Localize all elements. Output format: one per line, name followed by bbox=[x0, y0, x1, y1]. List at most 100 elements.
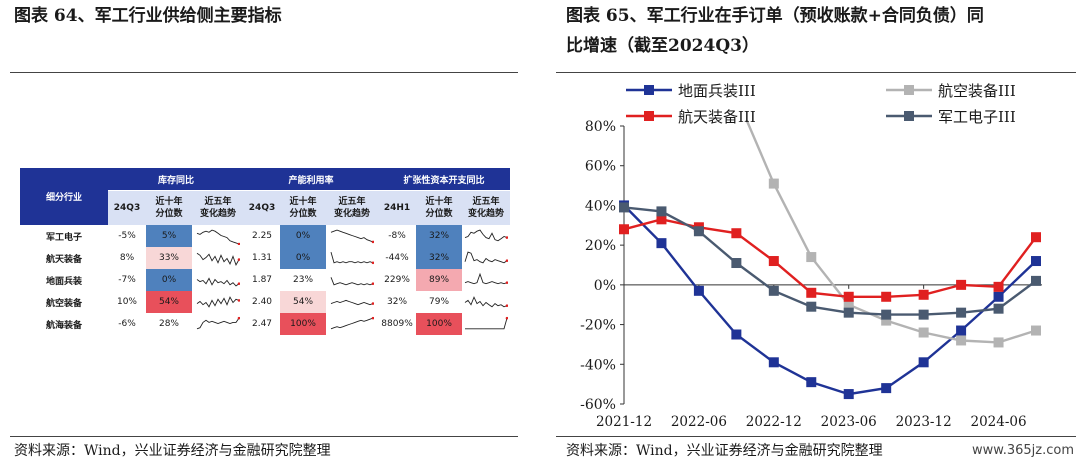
table-row: 地面兵装 -7% 0% 1.87 23% 229% 89% bbox=[20, 269, 510, 291]
sparkline-path bbox=[464, 229, 508, 242]
percentile-value: 79% bbox=[429, 297, 450, 307]
data-point-marker bbox=[956, 307, 967, 318]
percentile-value: 32% bbox=[416, 247, 463, 269]
data-point-marker bbox=[656, 238, 667, 249]
five-year-trend-sparkline bbox=[326, 247, 378, 269]
data-point-marker bbox=[843, 299, 854, 310]
data-point-marker bbox=[731, 258, 742, 269]
percentile-value: 5% bbox=[146, 225, 192, 247]
data-point-marker bbox=[768, 178, 779, 189]
sparkline bbox=[196, 277, 240, 287]
industry-name: 地面兵装 bbox=[45, 276, 82, 287]
data-point-marker bbox=[619, 224, 629, 235]
y-tick-label: 20% bbox=[585, 238, 616, 254]
sparkline bbox=[330, 299, 375, 306]
data-point-marker bbox=[881, 383, 892, 394]
sparkline-path bbox=[464, 251, 508, 264]
five-year-trend-sparkline bbox=[192, 269, 244, 291]
subheader: 近十年 分位数 bbox=[146, 190, 192, 225]
data-point-marker bbox=[768, 256, 779, 267]
latest-value: -6% bbox=[118, 319, 136, 329]
x-tick-label: 2023-12 bbox=[896, 414, 952, 430]
sparkline bbox=[464, 272, 509, 285]
percentile-value: 89% bbox=[416, 269, 463, 291]
latest-value: -7% bbox=[118, 275, 136, 285]
data-point-marker bbox=[768, 357, 779, 368]
sparkline bbox=[196, 229, 240, 245]
series-line bbox=[624, 206, 1037, 316]
order-growth-line-chart: -60% -40% -20% 0% 20% 40% 60% 80% 2021-12 2022-06… bbox=[580, 82, 1042, 430]
sparkline-end-dot bbox=[237, 299, 240, 302]
x-tick-label: 2023-06 bbox=[821, 414, 877, 430]
sparkline bbox=[330, 316, 375, 330]
sparkline-end-dot bbox=[505, 304, 509, 308]
legend-label: 航天装备III bbox=[678, 108, 756, 126]
industry-name: 军工电子 bbox=[45, 232, 82, 243]
data-point-marker bbox=[1031, 232, 1041, 243]
x-tick-label: 2022-06 bbox=[671, 414, 727, 430]
right-figure-title-line2: 比增速（截至2024Q3） bbox=[566, 36, 759, 56]
latest-value: 2.25 bbox=[251, 231, 273, 241]
sparkline-end-dot bbox=[505, 259, 509, 262]
data-point-marker bbox=[956, 279, 967, 290]
sparkline bbox=[196, 296, 240, 308]
subheader: 近十年 分位数 bbox=[280, 190, 327, 225]
percentile-value: 100% bbox=[280, 313, 327, 335]
five-year-trend-sparkline bbox=[326, 225, 378, 247]
industry-name: 航空装备 bbox=[45, 298, 82, 309]
five-year-trend-sparkline bbox=[326, 269, 378, 291]
five-year-trend-sparkline bbox=[192, 247, 244, 269]
legend-label: 军工电子III bbox=[938, 108, 1016, 126]
group-header-capacity: 产能利用率 bbox=[244, 168, 379, 191]
row-header-industry: 细分行业 bbox=[20, 168, 108, 225]
data-point-marker bbox=[881, 315, 892, 326]
sparkline-path bbox=[196, 229, 240, 245]
table-row: 航海装备 -6% 28% 2.47 100% 8809% 100% bbox=[20, 313, 510, 335]
y-tick-label: 0% bbox=[594, 278, 616, 294]
subheader: 24H1 bbox=[378, 190, 417, 225]
y-tick-label: -60% bbox=[580, 397, 616, 413]
sparkline-end-dot bbox=[237, 258, 240, 261]
data-point-marker bbox=[993, 337, 1004, 348]
data-point-marker bbox=[993, 281, 1004, 292]
sparkline-path bbox=[196, 277, 240, 287]
data-point-marker bbox=[693, 226, 704, 237]
sparkline-path bbox=[464, 296, 508, 308]
percentile-value: 33% bbox=[146, 247, 192, 269]
legend-swatch-marker bbox=[904, 111, 914, 121]
five-year-trend-sparkline bbox=[192, 313, 244, 335]
data-point-marker bbox=[993, 303, 1004, 314]
right-source-note: 资料来源：Wind，兴业证券经济与金融研究院整理 bbox=[566, 443, 883, 459]
percentile-value: 54% bbox=[146, 291, 192, 313]
five-year-trend-sparkline bbox=[462, 247, 510, 269]
data-point-marker bbox=[1031, 275, 1041, 286]
subheader: 近五年 变化趋势 bbox=[462, 190, 511, 225]
subheader: 近五年 变化趋势 bbox=[326, 190, 379, 225]
right-title-rule bbox=[556, 72, 1076, 73]
industry-name: 航天装备 bbox=[45, 254, 82, 265]
series-line bbox=[624, 204, 1037, 396]
industry-name: 航海装备 bbox=[45, 320, 82, 331]
sparkline-end-dot bbox=[505, 281, 509, 284]
percentile-value: 100% bbox=[416, 313, 463, 335]
latest-value: 2.40 bbox=[251, 297, 273, 307]
sparkline-end-dot bbox=[505, 236, 509, 239]
latest-value: -5% bbox=[118, 231, 136, 241]
data-point-marker bbox=[731, 228, 742, 239]
legend-swatch-marker bbox=[644, 111, 654, 121]
data-point-marker bbox=[918, 327, 929, 338]
five-year-trend-sparkline bbox=[462, 313, 510, 335]
sparkline-path bbox=[196, 317, 240, 330]
data-point-marker bbox=[1031, 325, 1041, 336]
data-point-marker bbox=[693, 285, 704, 296]
latest-value: -44% bbox=[385, 253, 409, 263]
group-header-inventory: 库存同比 bbox=[108, 168, 245, 191]
sparkline-path bbox=[330, 277, 374, 286]
data-point-marker bbox=[881, 291, 892, 302]
y-tick-label: 80% bbox=[585, 119, 616, 135]
sparkline bbox=[330, 251, 375, 265]
y-tick-label: -40% bbox=[580, 357, 616, 373]
sparkline-end-dot bbox=[371, 282, 375, 286]
watermark: www.365jz.com bbox=[972, 443, 1074, 458]
table-row: 军工电子 -5% 5% 2.25 0% -8% 32% bbox=[20, 225, 510, 247]
